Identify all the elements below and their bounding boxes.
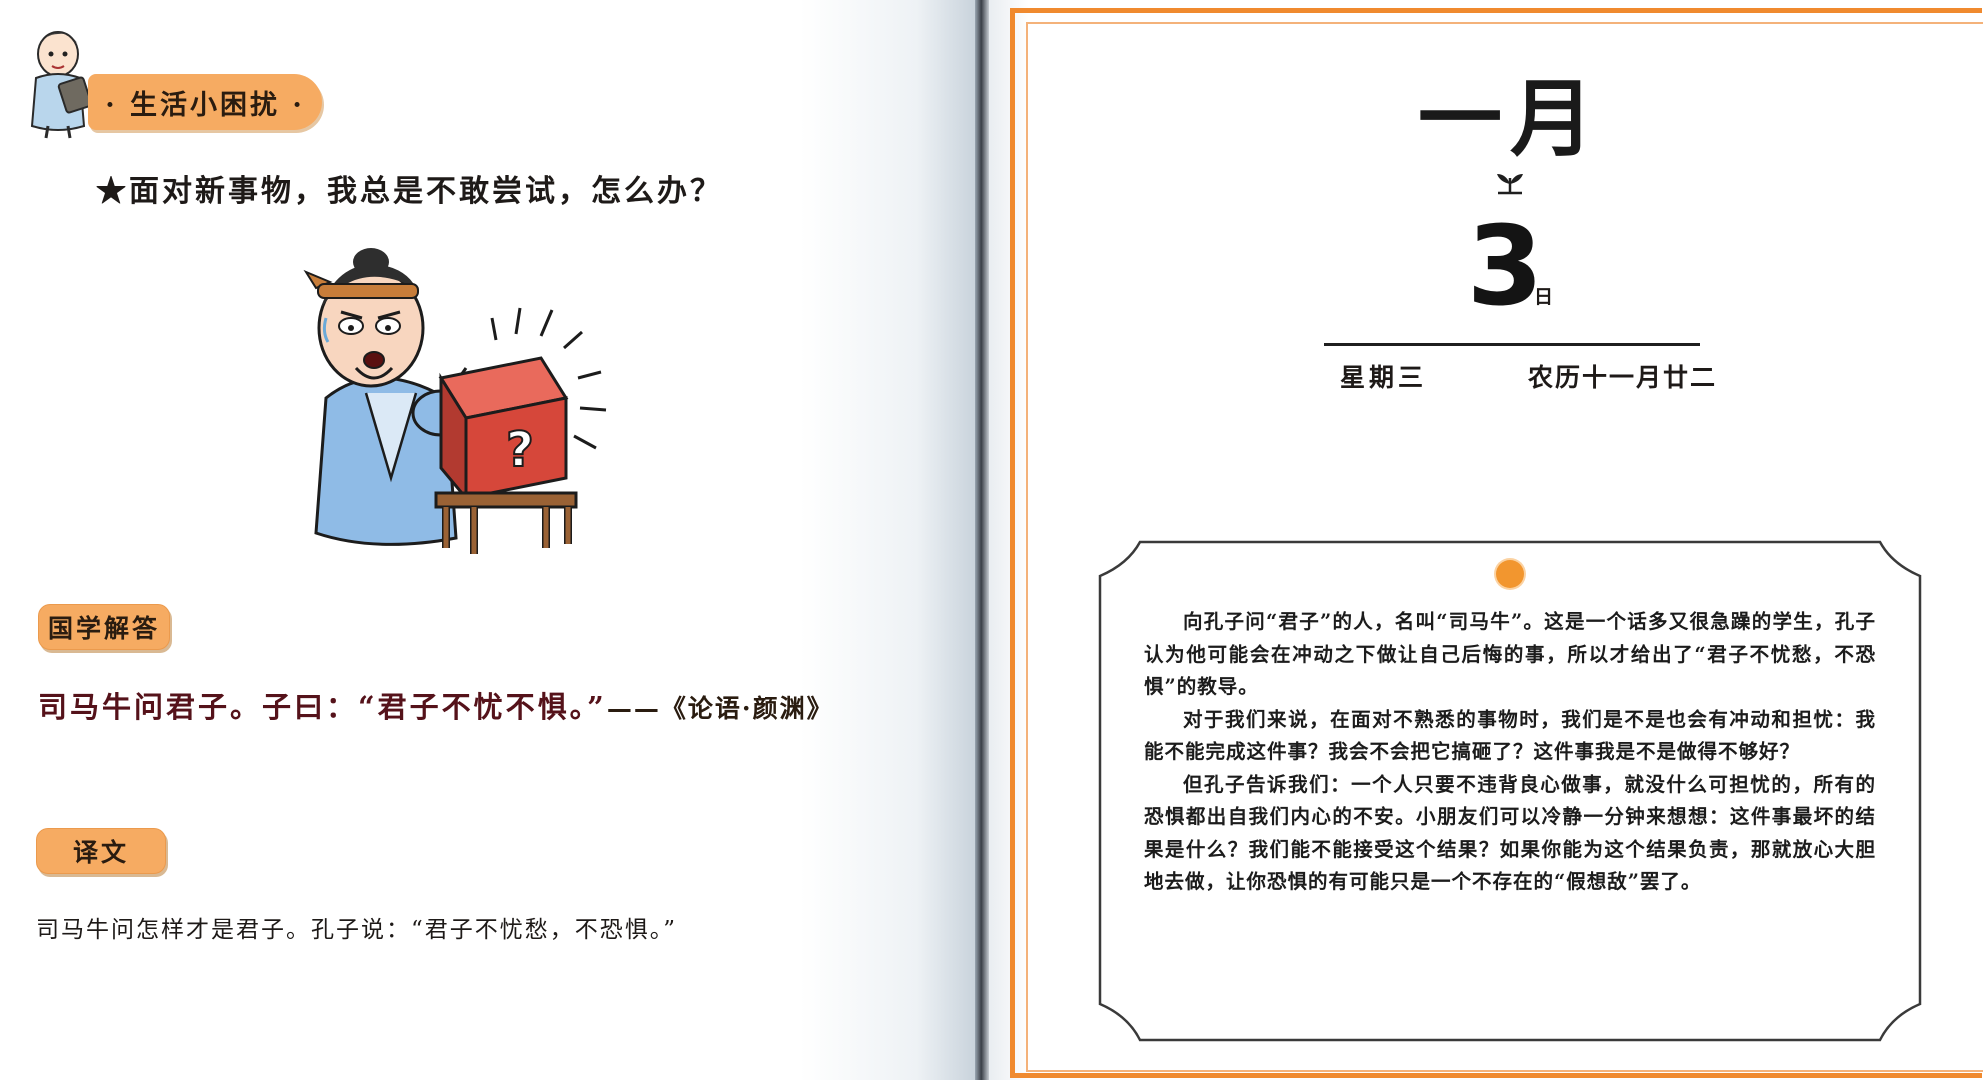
page-frame-inner — [1026, 22, 1983, 1072]
date-divider — [1324, 343, 1700, 346]
weekday: 星期三 — [1340, 363, 1428, 392]
text-panel-frame — [1098, 540, 1922, 1042]
sprout-icon — [1497, 174, 1523, 195]
left-page — [0, 0, 975, 1080]
paragraph: 向孔子问“君子”的人，名叫“司马牛”。这是一个话多又很急躁的学生，孔子认为他可能… — [1144, 610, 1876, 698]
orange-dot — [1496, 560, 1524, 588]
svg-text:?: ? — [506, 422, 534, 478]
classic-quote: 司马牛问君子。子曰：“君子不忧不惧。”——《论语·颜渊》 — [38, 684, 834, 726]
scholar-mascot-icon — [30, 31, 93, 139]
page-frame-outer — [1010, 8, 1982, 1078]
paragraph: 对于我们来说，在面对不熟悉的事物时，我们是不是也会有冲动和担忧：我能不能完成这件… — [1144, 707, 1876, 764]
section-tag-guoxue-label: 国学解答 — [47, 614, 160, 643]
translation-text: 司马牛问怎样才是君子。孔子说：“君子不忧愁，不恐惧。” — [36, 917, 678, 943]
lunar-date: 农历十一月廿二 — [1528, 363, 1718, 392]
section-tag-translation-label: 译文 — [72, 838, 129, 867]
section-banner: · 生活小困扰 · — [88, 74, 322, 130]
day-unit: 日 — [1534, 286, 1554, 308]
section-tag-translation: 译文 — [36, 828, 166, 874]
month-title: 一月 — [1417, 69, 1602, 168]
day-number: 3 — [1466, 202, 1544, 330]
quote-source: ——《论语·颜渊》 — [606, 694, 834, 723]
worried-scholar-illustration: ? — [303, 248, 607, 554]
explanation-text: 向孔子问“君子”的人，名叫“司马牛”。这是一个话多又很急躁的学生，孔子认为他可能… — [1144, 606, 1876, 899]
section-tag-guoxue: 国学解答 — [38, 604, 170, 650]
paragraph: 但孔子告诉我们：一个人只要不违背良心做事，就没什么可担忧的，所有的恐惧都出自我们… — [1144, 772, 1876, 894]
book-gutter — [975, 0, 989, 1080]
quote-text: 司马牛问君子。子曰：“君子不忧不惧。” — [38, 690, 607, 724]
question-heading: ★面对新事物，我总是不敢尝试，怎么办？ — [96, 174, 723, 209]
banner-label: · 生活小困扰 · — [105, 89, 305, 121]
